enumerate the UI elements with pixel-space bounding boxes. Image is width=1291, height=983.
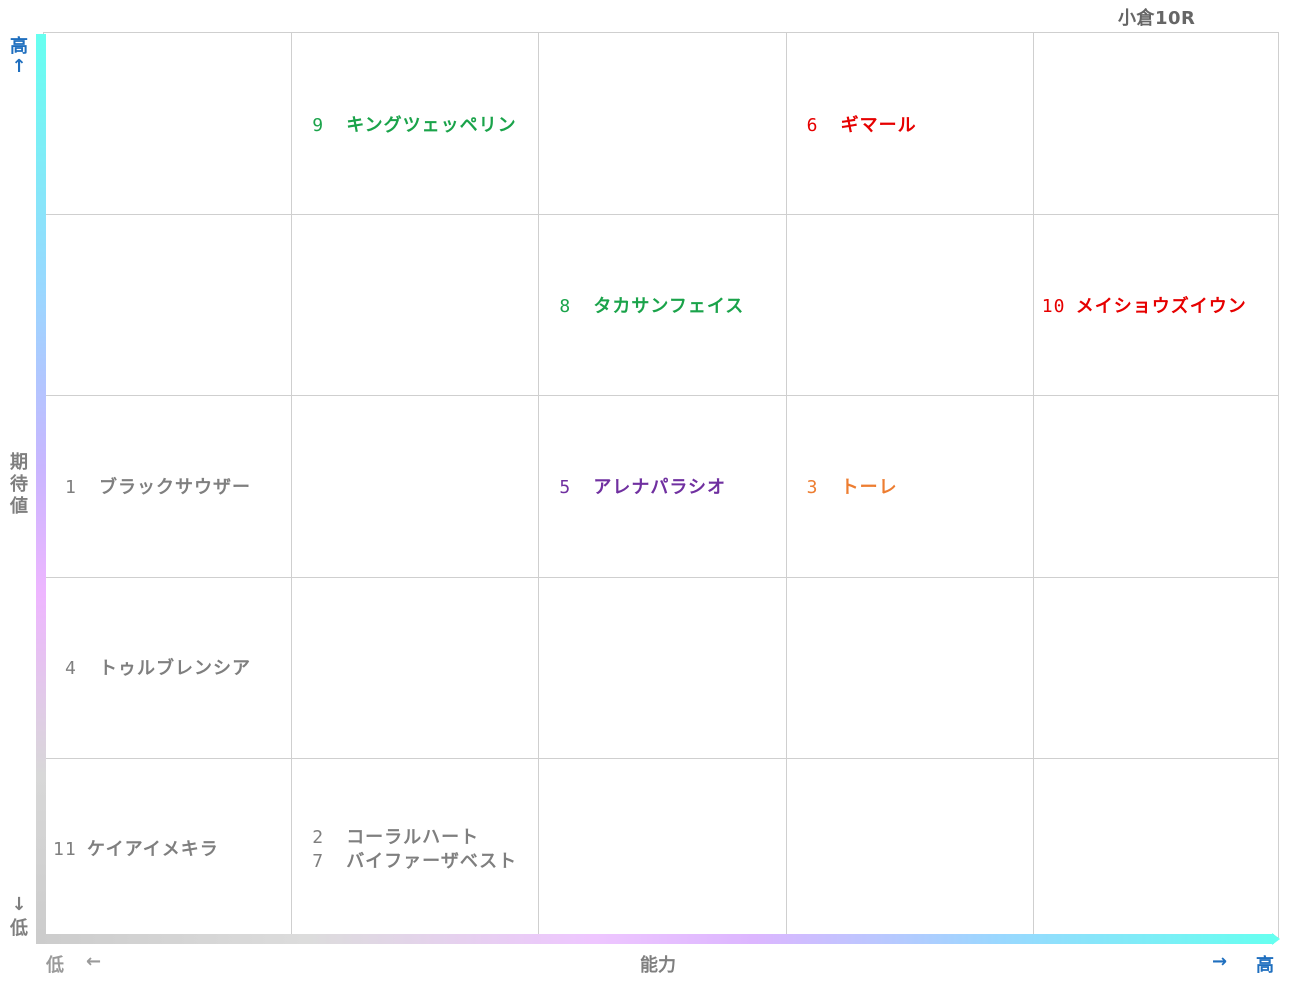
horse-number: 1 [65, 477, 77, 498]
grid-line-vertical [1033, 33, 1034, 937]
chart-title: 小倉10R [1118, 8, 1196, 29]
horse-number: 8 [559, 295, 572, 317]
horse-label: 7 バイファーザベスト [312, 847, 517, 873]
horse-label: 8 タカサンフェイス [559, 292, 744, 318]
x-axis-arrowhead [1272, 933, 1280, 945]
horse-label: 10 メイショウズイウン [1042, 292, 1247, 318]
horse-name: ケイアイメキラ [87, 839, 219, 861]
x-axis-right-arrow: → [1212, 951, 1228, 972]
y-axis-down-arrow: ↓ [11, 894, 27, 915]
horse-number: 7 [312, 851, 325, 873]
horse-label: 4 トゥルブレンシア [65, 654, 251, 680]
horse-label: 3 トーレ [807, 473, 898, 499]
horse-name: ギマール [840, 114, 917, 136]
horse-number: 2 [312, 827, 325, 849]
y-axis-bar [36, 34, 46, 938]
horse-label: 5 アレナパラシオ [559, 473, 726, 499]
grid-line-vertical [538, 33, 539, 937]
horse-name: コーラルハート [346, 827, 480, 849]
horse-name: キングツェッペリン [346, 114, 517, 136]
horse-name: トゥルブレンシア [99, 658, 251, 680]
grid-line-horizontal [44, 214, 1278, 215]
y-axis-up-arrow: ↑ [11, 56, 27, 77]
grid-line-horizontal [44, 395, 1278, 396]
y-axis-high-label: 高 [10, 36, 28, 57]
x-axis-low-label: 低 [46, 955, 64, 976]
horse-number: 5 [559, 477, 572, 498]
horse-number: 3 [806, 477, 819, 498]
grid-line-vertical [291, 33, 292, 937]
grid-line-horizontal [44, 577, 1278, 578]
x-axis-left-arrow: ← [86, 951, 102, 972]
horse-name: アレナパラシオ [593, 477, 727, 498]
horse-name: トーレ [840, 477, 898, 498]
horse-number: 9 [312, 114, 325, 136]
horse-number: 6 [806, 114, 819, 136]
x-axis-label: 能力 [640, 955, 676, 976]
horse-label: 9 キングツェッペリン [312, 111, 516, 137]
horse-label: 2 コーラルハート [312, 823, 479, 849]
horse-label: 6 ギマール [807, 111, 917, 137]
horse-name: ブラックサウザー [99, 477, 251, 498]
horse-name: メイショウズイウン [1075, 295, 1247, 317]
horse-label: 11 ケイアイメキラ [53, 835, 219, 861]
x-axis-high-label: 高 [1256, 955, 1274, 976]
horse-name: バイファーザベスト [346, 851, 518, 873]
grid-line-vertical [786, 33, 787, 937]
horse-label: 1 ブラックサウザー [65, 473, 251, 499]
y-axis-label: 期待値 [10, 452, 28, 517]
grid-line-horizontal [44, 758, 1278, 759]
horse-number: 10 [1041, 295, 1066, 317]
horse-number: 4 [65, 658, 77, 680]
x-axis-bar [36, 934, 1274, 944]
horse-name: タカサンフェイス [593, 295, 745, 317]
horse-number: 11 [53, 839, 77, 861]
y-axis-low-label: 低 [10, 918, 28, 939]
